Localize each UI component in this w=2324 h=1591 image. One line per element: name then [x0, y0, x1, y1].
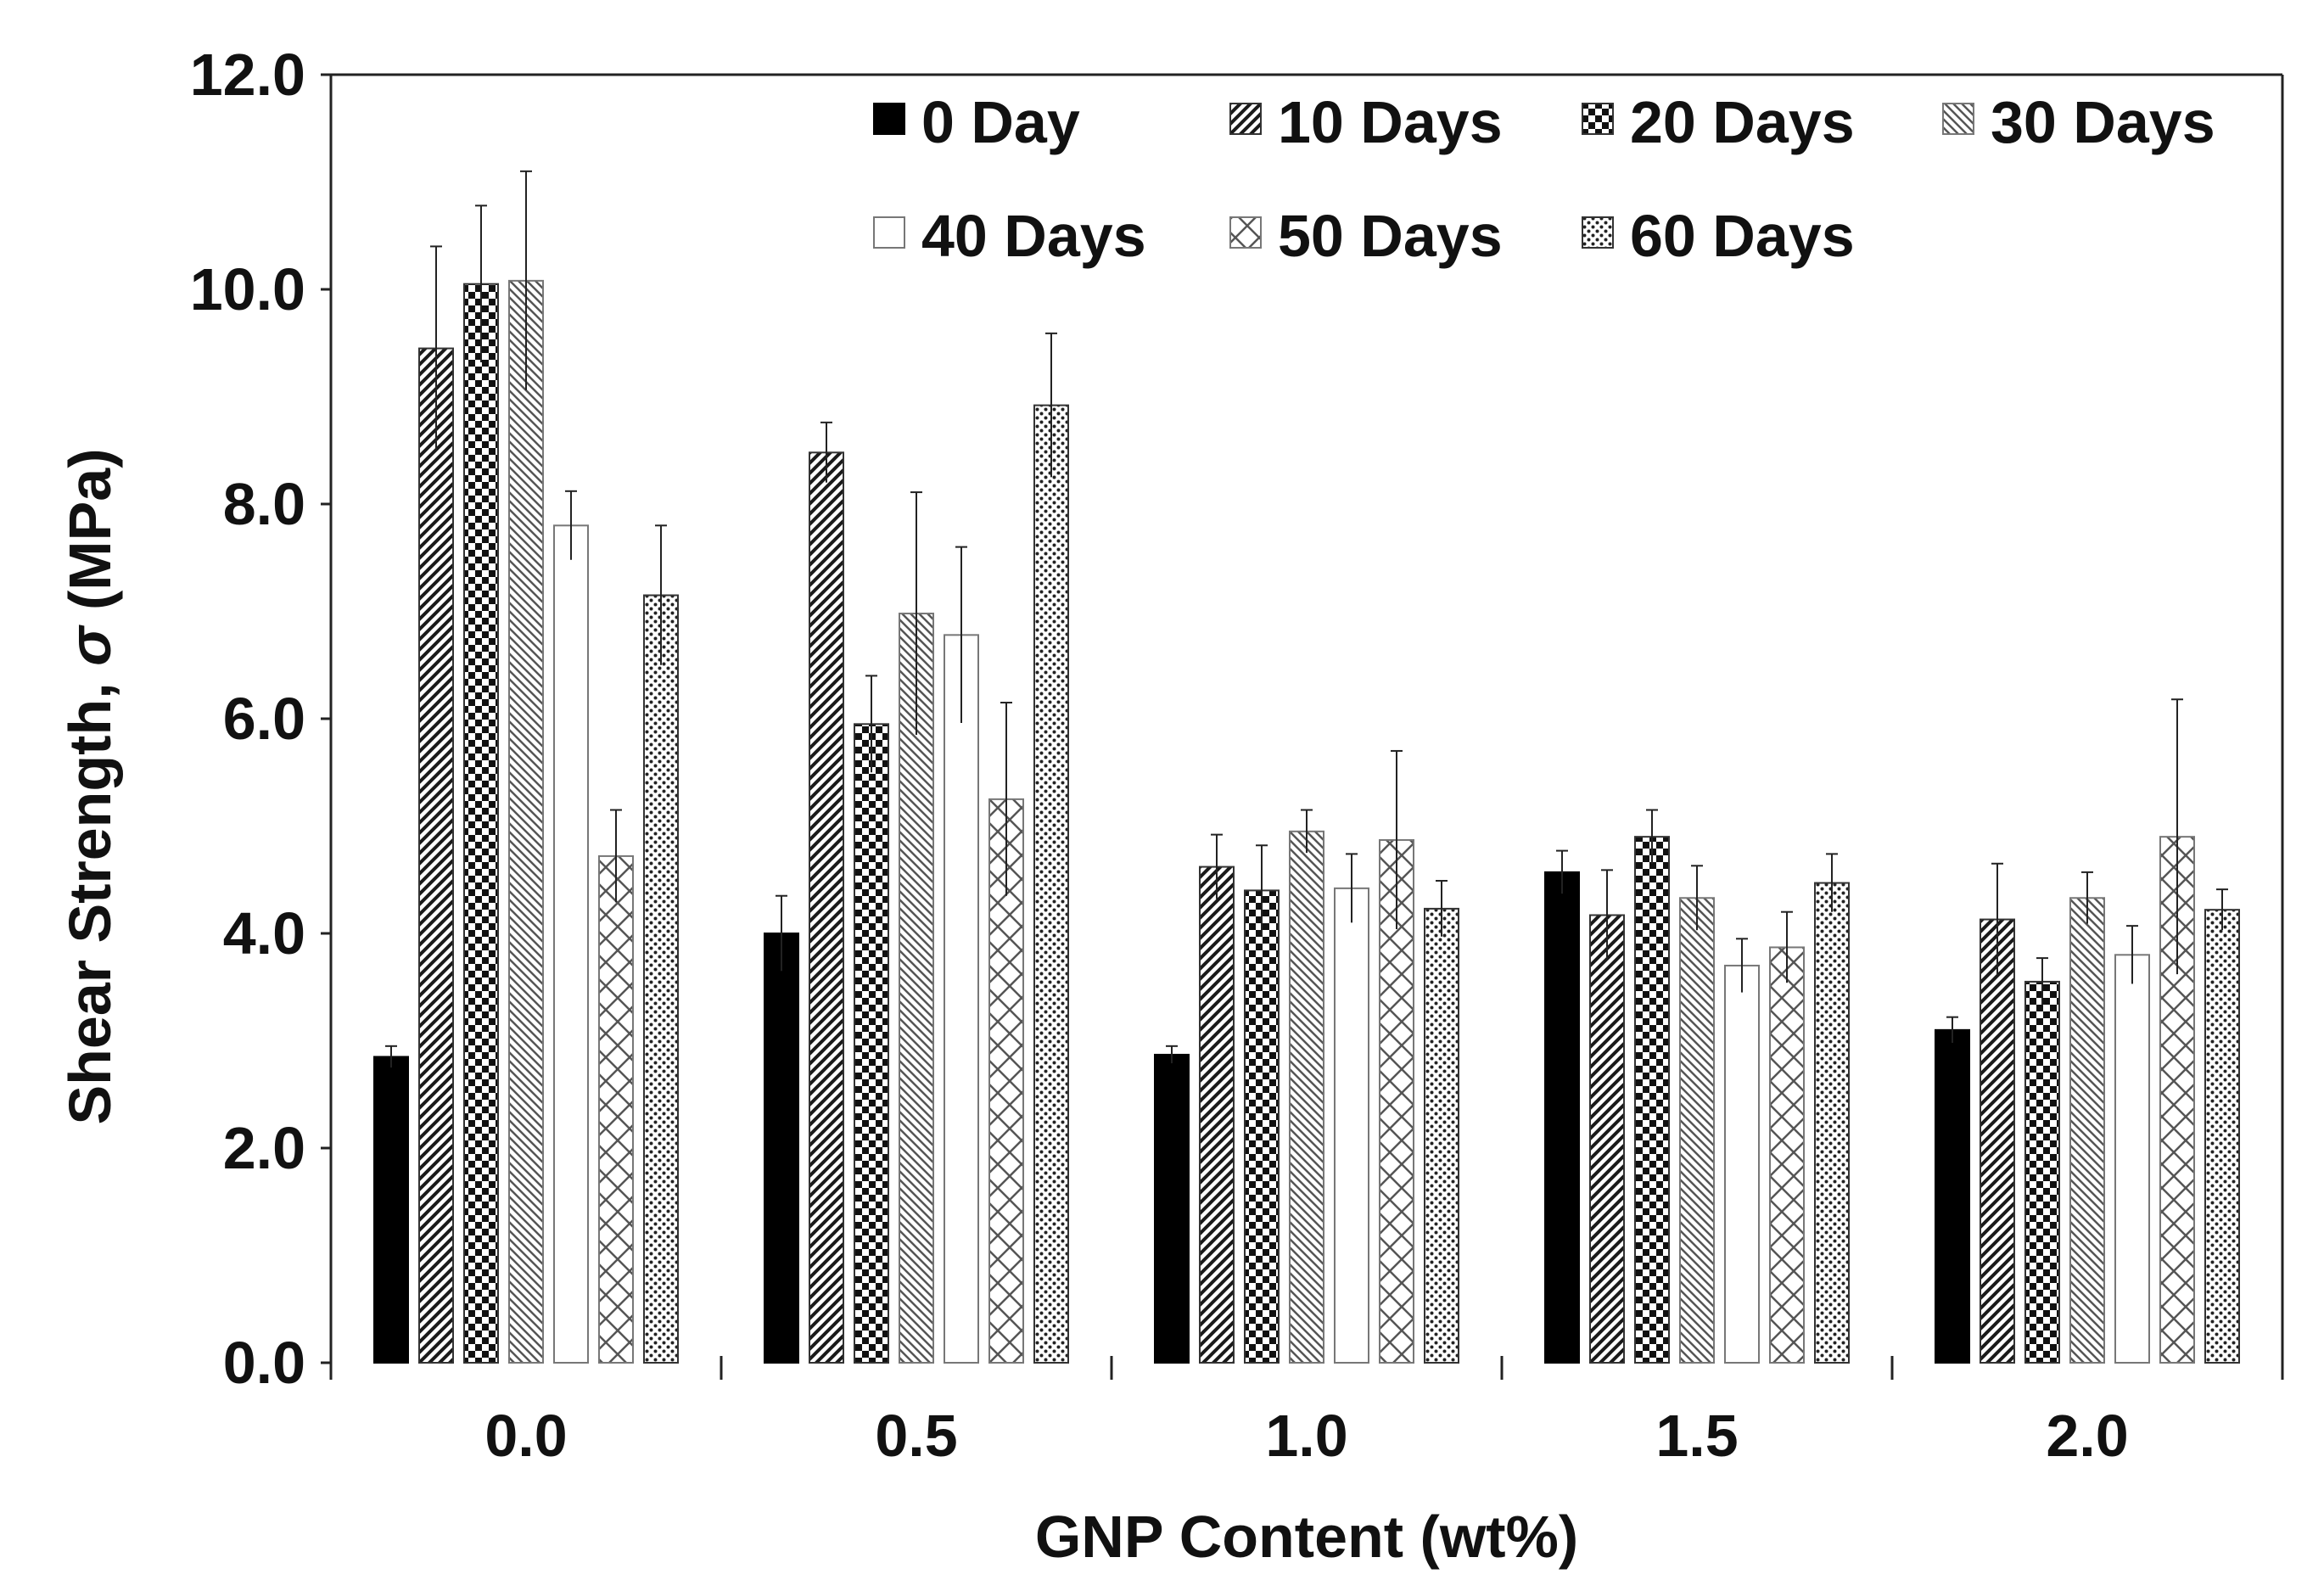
legend-label-10-days: 10 Days — [1278, 89, 1503, 155]
legend-swatch-20-days — [1582, 103, 1614, 135]
legend-label-20-days: 20 Days — [1630, 89, 1855, 155]
bar-50-days — [598, 854, 634, 1364]
bar-40-days — [1334, 887, 1369, 1364]
legend-swatch-50-days — [1229, 216, 1262, 249]
bar-50-days — [1769, 946, 1805, 1364]
bar-10-days — [1589, 914, 1625, 1364]
bar-30-days — [2069, 897, 2105, 1364]
bar-20-days — [2024, 980, 2060, 1364]
bar-0-day — [373, 1056, 409, 1364]
bar-60-days — [2204, 909, 2240, 1364]
y-tick-label: 8.0 — [223, 471, 305, 537]
y-tick-label: 4.0 — [223, 900, 305, 966]
bar-20-days — [1244, 889, 1280, 1364]
bar-0-day — [1935, 1028, 1970, 1364]
x-tick-label: 2.0 — [2046, 1403, 2128, 1469]
legend-label-40-days: 40 Days — [921, 203, 1146, 269]
y-tick-label: 6.0 — [223, 686, 305, 752]
x-tick-label: 0.5 — [875, 1403, 957, 1469]
legend-swatch-10-days — [1229, 103, 1262, 135]
bar-0-day — [764, 933, 799, 1364]
bar-30-days — [1289, 830, 1324, 1364]
y-tick-label: 0.0 — [223, 1330, 305, 1396]
y-tick-label: 10.0 — [190, 256, 305, 322]
bar-10-days — [418, 347, 454, 1364]
bar-10-days — [809, 451, 844, 1364]
bar-20-days — [463, 283, 499, 1364]
legend-swatch-60-days — [1582, 216, 1614, 249]
legend-swatch-0-day — [873, 103, 905, 135]
x-tick-label: 1.5 — [1655, 1403, 1738, 1469]
bar-10-days — [1199, 866, 1235, 1364]
y-axis-title: Shear Strength, σ (MPa) — [57, 448, 123, 1124]
x-tick-label: 0.0 — [484, 1403, 567, 1469]
bar-40-days — [2114, 954, 2150, 1364]
legend-label-60-days: 60 Days — [1630, 203, 1855, 269]
bar-20-days — [1634, 836, 1670, 1364]
bar-40-days — [944, 634, 979, 1364]
x-tick-label: 1.0 — [1265, 1403, 1347, 1469]
legend-swatch-40-days — [873, 216, 905, 249]
bar-40-days — [1724, 964, 1760, 1364]
bar-20-days — [854, 723, 889, 1364]
bar-60-days — [1033, 404, 1069, 1364]
legend-label-30-days: 30 Days — [1991, 89, 2215, 155]
bar-60-days — [643, 594, 679, 1364]
bar-0-day — [1154, 1053, 1190, 1364]
bar-30-days — [1679, 897, 1715, 1364]
bar-60-days — [1814, 882, 1850, 1364]
bar-40-days — [553, 524, 589, 1364]
bar-10-days — [1980, 918, 2015, 1364]
legend-label-0-day: 0 Day — [921, 89, 1080, 155]
bar-0-day — [1544, 871, 1580, 1364]
y-tick-label: 2.0 — [223, 1115, 305, 1181]
legend-swatch-30-days — [1942, 103, 1974, 135]
y-tick-label: 12.0 — [190, 42, 305, 108]
bar-30-days — [508, 279, 544, 1364]
bar-60-days — [1424, 907, 1459, 1364]
x-axis-title: GNP Content (wt%) — [1035, 1504, 1578, 1570]
bar-30-days — [899, 613, 934, 1364]
legend-label-50-days: 50 Days — [1278, 203, 1503, 269]
bar-50-days — [1379, 838, 1414, 1364]
